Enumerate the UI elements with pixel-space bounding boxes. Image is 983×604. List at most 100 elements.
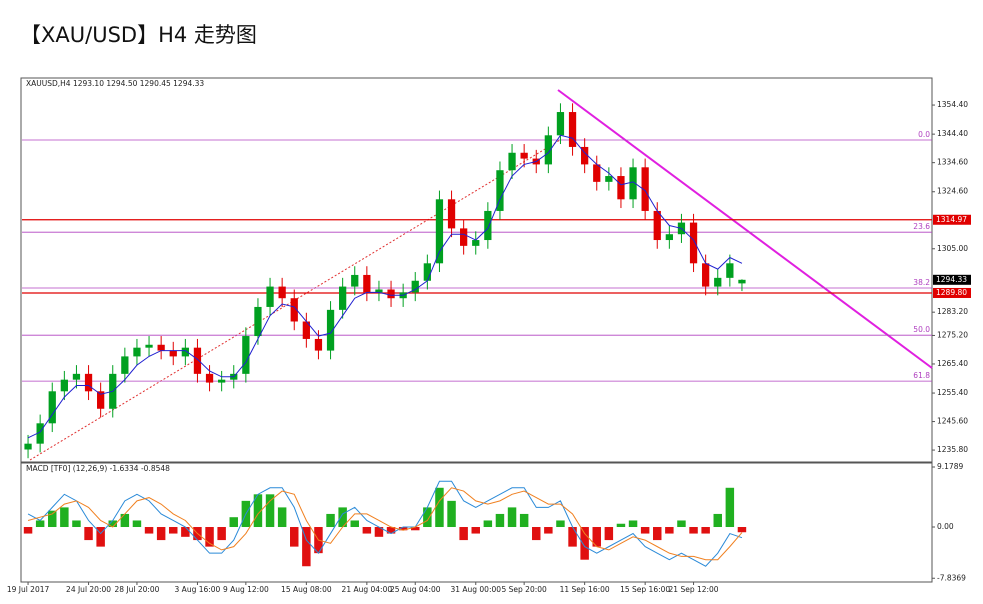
candle-body xyxy=(653,210,661,241)
candle-body xyxy=(145,344,153,348)
candle-body xyxy=(205,373,214,383)
x-tick-label: 11 Sep 16:00 xyxy=(560,585,610,594)
macd-bar xyxy=(398,527,408,531)
macd-bar xyxy=(556,520,565,528)
macd-bar xyxy=(338,507,347,528)
candle-body xyxy=(387,289,395,299)
candle-body xyxy=(314,338,323,351)
page-title: 【XAU/USD】H4 走势图 xyxy=(20,23,257,47)
macd-bar xyxy=(144,527,154,534)
fib-label: 61.8 xyxy=(913,371,930,380)
macd-bar xyxy=(326,513,335,528)
fib-label: 50.0 xyxy=(913,325,930,334)
candle-body xyxy=(302,321,310,339)
candle-body xyxy=(266,286,274,307)
macd-bar xyxy=(48,510,57,528)
candle-body xyxy=(157,344,165,351)
candle-body xyxy=(629,167,637,200)
macd-bar xyxy=(156,527,166,541)
x-tick-label: 19 Jul 2017 xyxy=(7,585,50,594)
candle-body xyxy=(665,234,673,241)
candle-body xyxy=(714,277,722,287)
candle-body xyxy=(97,391,105,409)
macd-bar xyxy=(532,527,541,541)
candle-body xyxy=(581,146,589,165)
candle-body xyxy=(133,347,141,357)
y-tick-label: 1283.20 xyxy=(937,307,968,316)
candle-body xyxy=(169,350,177,357)
y-tick-label: 1354.40 xyxy=(937,100,968,109)
candle-body xyxy=(193,347,202,374)
y-tick-label: -7.8369 xyxy=(937,573,966,582)
candle-body xyxy=(556,112,565,136)
candle-body xyxy=(447,199,456,229)
macd-bar xyxy=(302,527,311,567)
macd-bar xyxy=(665,527,674,534)
price-tag-label: 1314.97 xyxy=(936,215,967,224)
candle-body xyxy=(568,112,577,147)
moving-average xyxy=(27,134,743,439)
x-tick-label: 5 Sep 20:00 xyxy=(502,585,548,594)
fib-label: 0.0 xyxy=(918,130,930,139)
candle-body xyxy=(423,263,431,281)
macd-bar xyxy=(205,527,214,547)
candle-body xyxy=(641,167,649,211)
macd-bar xyxy=(568,527,577,547)
candle-body xyxy=(72,373,81,380)
macd-bar xyxy=(23,527,33,534)
candle-body xyxy=(508,152,516,171)
macd-bar xyxy=(96,527,105,547)
x-tick-label: 28 Jul 20:00 xyxy=(114,585,159,594)
candle-body xyxy=(278,286,286,299)
candle-body xyxy=(84,373,93,392)
x-tick-label: 15 Aug 08:00 xyxy=(281,585,332,594)
macd-bar xyxy=(253,494,263,528)
x-tick-label: 15 Sep 16:00 xyxy=(620,585,670,594)
macd-bar xyxy=(72,520,81,528)
y-tick-label: 1255.40 xyxy=(937,388,968,397)
fib-label: 38.2 xyxy=(913,278,930,287)
macd-bar xyxy=(701,527,710,534)
macd-bar xyxy=(84,527,93,541)
y-tick-label: 1235.80 xyxy=(937,445,968,454)
macd-bar xyxy=(386,527,396,534)
macd-bar xyxy=(580,527,589,560)
candle-body xyxy=(60,379,68,392)
y-tick-label: 1305.00 xyxy=(937,244,968,253)
macd-bar xyxy=(169,527,178,534)
y-tick-label: 1324.60 xyxy=(937,187,968,196)
y-tick-label: 0.00 xyxy=(937,522,954,531)
y-tick-label: 1265.40 xyxy=(937,359,968,368)
candle-body xyxy=(121,356,129,374)
candle-body xyxy=(689,222,698,264)
candle-body xyxy=(254,306,262,337)
candle-body xyxy=(351,274,359,287)
x-tick-label: 25 Aug 04:00 xyxy=(390,585,441,594)
candle-body xyxy=(593,164,601,182)
y-tick-label: 1334.60 xyxy=(937,158,968,167)
macd-bar xyxy=(677,520,686,528)
macd-bar xyxy=(60,507,69,528)
candle-body xyxy=(48,391,56,424)
y-tick-label: 9.1789 xyxy=(937,462,963,471)
price-tag-label: 1294.33 xyxy=(936,275,967,284)
macd-bar xyxy=(459,527,468,541)
macd-bar xyxy=(229,517,238,528)
y-tick-label: 1344.40 xyxy=(937,129,968,138)
macd-bar xyxy=(483,520,493,528)
macd-bar xyxy=(519,513,529,528)
macd-bar xyxy=(640,527,650,534)
macd-bar xyxy=(616,523,626,528)
price-tag-label: 1289.80 xyxy=(936,288,967,297)
macd-line xyxy=(27,487,743,561)
x-tick-label: 21 Aug 04:00 xyxy=(342,585,393,594)
candle-body xyxy=(435,199,444,264)
candle-body xyxy=(702,263,710,287)
candle-body xyxy=(375,289,383,293)
trend-line xyxy=(557,89,933,369)
candle-body xyxy=(242,336,250,374)
macd-bar xyxy=(411,527,420,531)
macd-bar xyxy=(737,527,747,533)
x-tick-label: 21 Sep 12:00 xyxy=(669,585,719,594)
